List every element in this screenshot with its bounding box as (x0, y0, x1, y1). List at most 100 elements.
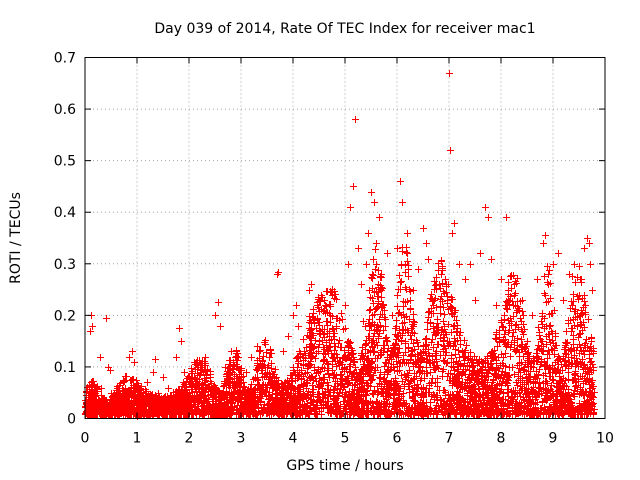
roti-point (321, 326, 328, 333)
roti-point (424, 319, 431, 326)
roti-point (133, 377, 140, 384)
roti-point (507, 353, 514, 360)
roti-point (573, 382, 580, 389)
roti-point (535, 342, 542, 349)
roti-point (372, 266, 379, 273)
roti-point (341, 347, 348, 354)
roti-point (437, 310, 444, 317)
roti-point (570, 298, 577, 305)
roti-point (408, 336, 415, 343)
roti-point (504, 389, 511, 396)
roti-point (405, 273, 412, 280)
roti-point (571, 371, 578, 378)
roti-point (405, 344, 412, 351)
roti-point (330, 326, 337, 333)
roti-point (520, 312, 527, 319)
roti-point (394, 292, 401, 299)
roti-point (261, 339, 268, 346)
roti-point (295, 372, 302, 379)
roti-point (499, 368, 506, 375)
roti-point (434, 316, 441, 323)
roti-point (410, 376, 417, 383)
roti-point (565, 376, 572, 383)
roti-point (585, 316, 592, 323)
roti-point (500, 324, 507, 331)
roti-point (407, 306, 414, 313)
roti-point (501, 331, 508, 338)
roti-point (324, 318, 331, 325)
roti-point (500, 336, 507, 343)
roti-point (294, 354, 301, 361)
roti-point (545, 271, 552, 278)
roti-point (429, 375, 436, 382)
roti-point (397, 279, 404, 286)
roti-point (536, 332, 543, 339)
roti-point (373, 261, 380, 268)
roti-point (427, 320, 434, 327)
roti-point (429, 353, 436, 360)
roti-point (546, 267, 553, 274)
roti-point (501, 312, 508, 319)
roti-point (474, 360, 481, 367)
roti-point (504, 306, 511, 313)
roti-point (576, 331, 583, 338)
roti-point (382, 359, 389, 366)
roti-point (325, 371, 332, 378)
roti-point (367, 306, 374, 313)
roti-point (405, 266, 412, 273)
roti-point (366, 307, 373, 314)
roti-point (381, 371, 388, 378)
roti-point (448, 329, 455, 336)
roti-point (541, 325, 548, 332)
roti-point (457, 341, 464, 348)
roti-point (443, 349, 450, 356)
roti-point (570, 341, 577, 348)
roti-point (502, 363, 509, 370)
roti-point (427, 369, 434, 376)
roti-point (313, 378, 320, 385)
roti-point (455, 347, 462, 354)
roti-point (520, 321, 527, 328)
roti-point (442, 276, 449, 283)
roti-point (376, 316, 383, 323)
roti-point (398, 372, 405, 379)
roti-point (363, 392, 370, 399)
roti-point (463, 342, 470, 349)
roti-point (570, 377, 577, 384)
roti-point (423, 335, 430, 342)
roti-point (439, 280, 446, 287)
roti-point (377, 375, 384, 382)
roti-point (338, 371, 345, 378)
roti-point (362, 341, 369, 348)
roti-point (364, 387, 371, 394)
roti-point (578, 279, 585, 286)
roti-point (424, 326, 431, 333)
roti-point (422, 336, 429, 343)
roti-point (447, 370, 454, 377)
roti-point (378, 390, 385, 397)
roti-point (414, 381, 421, 388)
roti-point (398, 278, 405, 285)
roti-point (509, 333, 516, 340)
roti-point (572, 279, 579, 286)
roti-point (405, 383, 412, 390)
roti-point (402, 269, 409, 276)
roti-point (548, 382, 555, 389)
roti-point (406, 316, 413, 323)
roti-point (375, 267, 382, 274)
roti-point (519, 308, 526, 315)
roti-point (527, 368, 534, 375)
roti-point (366, 316, 373, 323)
roti-point (456, 354, 463, 361)
roti-point (427, 399, 434, 406)
roti-point (509, 364, 516, 371)
roti-point (443, 289, 450, 296)
roti-point (565, 369, 572, 376)
roti-point (396, 327, 403, 334)
roti-point (492, 335, 499, 342)
roti-point (440, 318, 447, 325)
roti-point (552, 342, 559, 349)
roti-point (338, 310, 345, 317)
roti-point (574, 274, 581, 281)
